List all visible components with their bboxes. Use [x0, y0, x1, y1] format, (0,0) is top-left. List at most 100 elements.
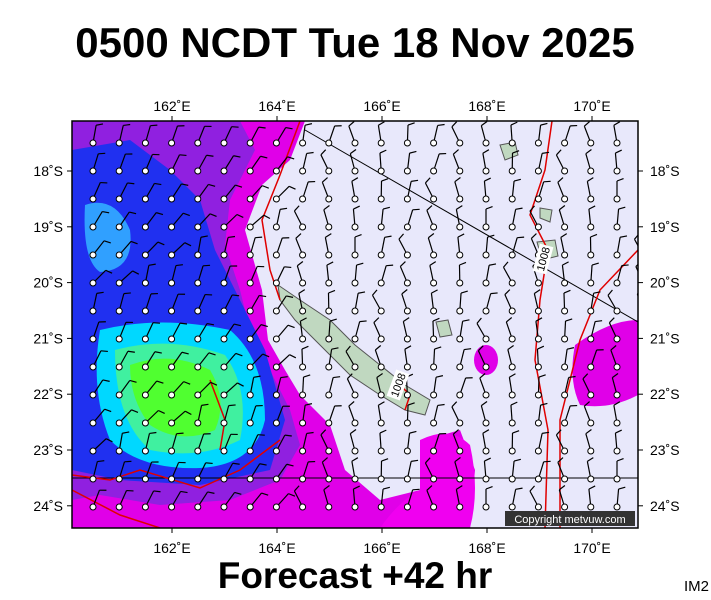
barb-flag: [321, 457, 328, 463]
barb-flag: [351, 457, 359, 462]
barb-flag: [484, 457, 491, 462]
barb-station: [141, 363, 149, 371]
barb-station: [299, 167, 307, 175]
barb-flag: [460, 290, 468, 294]
barb-station: [194, 251, 202, 259]
barb-station: [220, 251, 228, 259]
barb-flag: [588, 485, 596, 490]
barb-flag: [620, 235, 628, 238]
barb-flag: [156, 380, 164, 384]
barb-station: [299, 363, 307, 371]
barb-staff: [643, 181, 646, 199]
barb-station: [272, 419, 280, 427]
barb-station: [482, 167, 490, 175]
barb-station: [351, 307, 359, 315]
barb-flag: [156, 212, 164, 216]
copyright: Copyright metvuw.com: [514, 514, 625, 526]
lon-label: 166˚E: [363, 540, 400, 556]
barb-flag: [260, 155, 268, 159]
barb-flag: [426, 485, 433, 491]
barb-station: [220, 363, 228, 371]
barb-station: [168, 503, 176, 511]
barb-flag: [346, 373, 353, 380]
barb-flag: [374, 345, 382, 351]
barb-station: [351, 251, 359, 259]
barb-staff: [643, 490, 648, 507]
barb-station: [403, 363, 411, 371]
barb-flag: [504, 289, 511, 295]
barb-flag: [378, 121, 385, 126]
barb-station: [141, 419, 149, 427]
barb-station: [220, 167, 228, 175]
barb-station: [640, 476, 646, 482]
barb-flag: [454, 177, 461, 183]
barb-flag: [157, 241, 165, 246]
barb-station: [430, 279, 438, 287]
barb-flag: [102, 210, 110, 214]
barb-station: [640, 336, 646, 342]
barb-station: [430, 251, 438, 259]
barb-flag: [538, 374, 546, 378]
lon-label: 168˚E: [468, 540, 505, 556]
barb-flag: [255, 236, 263, 239]
barb-station: [89, 279, 97, 287]
barb-flag: [320, 149, 327, 156]
barb-station: [377, 307, 385, 315]
barb-flag: [512, 430, 520, 434]
barb-flag: [353, 485, 360, 490]
barb-station: [89, 503, 97, 511]
barb-station: [272, 139, 280, 147]
barb-station: [246, 307, 254, 315]
barb-station: [351, 503, 359, 511]
barb-flag: [183, 381, 191, 385]
barb-station: [377, 251, 385, 259]
barb-station: [430, 503, 438, 511]
barb-flag: [510, 401, 518, 406]
barb-flag: [175, 264, 183, 267]
barb-staff: [633, 238, 638, 247]
barb-station: [299, 251, 307, 259]
barb-station: [561, 335, 569, 343]
barb-station: [430, 391, 438, 399]
barb-station: [587, 503, 595, 511]
barb-flag: [459, 261, 467, 266]
barb-station: [246, 279, 254, 287]
barb-station: [482, 503, 490, 511]
barb-station: [115, 307, 123, 315]
barb-station: [115, 195, 123, 203]
barb-flag: [351, 177, 359, 182]
barb-station: [613, 391, 621, 399]
barb-station: [587, 279, 595, 287]
barb-flag: [648, 489, 655, 490]
barb-flag: [329, 318, 337, 322]
barb-flag: [635, 263, 638, 267]
barb-station: [561, 139, 569, 147]
barb-station: [115, 419, 123, 427]
barb-flag: [382, 206, 391, 210]
barb-station: [403, 447, 411, 455]
barb-flag: [287, 156, 295, 160]
barb-station: [561, 363, 569, 371]
barb-station: [640, 420, 646, 426]
barb-flag: [184, 242, 192, 247]
barb-station: [194, 475, 202, 483]
barb-flag: [210, 381, 218, 386]
barb-station: [613, 335, 621, 343]
barb-station: [377, 447, 385, 455]
barb-station: [508, 419, 516, 427]
barb-flag: [378, 401, 385, 406]
barb-flag: [484, 177, 491, 182]
barb-flag: [555, 149, 562, 156]
barb-flag: [96, 291, 104, 294]
barb-station: [587, 363, 595, 371]
barb-flag: [104, 408, 112, 413]
barb-station: [168, 307, 176, 315]
barb-flag: [287, 324, 295, 329]
barb-station: [482, 139, 490, 147]
barb-station: [430, 195, 438, 203]
barb-station: [561, 223, 569, 231]
barb-flag: [286, 295, 294, 298]
barb-station: [168, 223, 176, 231]
barb-station: [299, 475, 307, 483]
lat-labels: 18˚S 18˚S 19˚S 19˚S 20˚S 20˚S 21˚S 21˚S 22˚S 22˚S…: [33, 163, 679, 514]
